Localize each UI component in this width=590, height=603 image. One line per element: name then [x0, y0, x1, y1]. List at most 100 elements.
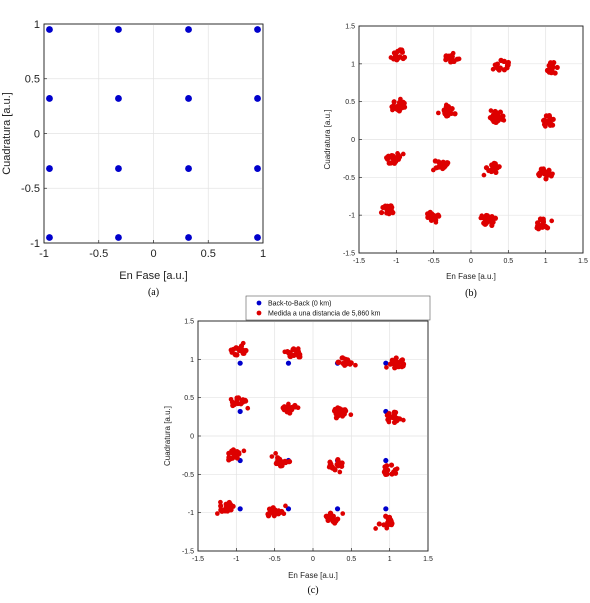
data-point	[341, 411, 347, 417]
tick-label-x: 0	[469, 258, 473, 265]
tick-label-y: -0.5	[182, 472, 194, 479]
data-point	[435, 212, 441, 218]
data-point	[254, 165, 261, 172]
data-point	[536, 172, 542, 179]
data-point	[287, 410, 293, 416]
data-point	[228, 456, 234, 462]
tick-label-x: 0	[311, 556, 315, 563]
data-point	[428, 215, 433, 220]
data-point	[337, 406, 343, 412]
data-point	[272, 507, 278, 513]
plot-frame	[43, 23, 264, 244]
data-point	[269, 454, 275, 459]
tick-label-x: 1.5	[423, 556, 433, 563]
data-point	[400, 151, 406, 157]
data-point	[230, 402, 236, 408]
data-point	[376, 521, 382, 527]
tick-label-x: -0.5	[89, 248, 108, 260]
data-point	[332, 406, 338, 412]
tick-label-y: 1.5	[184, 318, 194, 325]
chart-panel-3: -1.5 -1 -0.5 0 0.5 1 1.5 -1.5 -1 -0.5 0 0.5 1 1.5 En F…	[163, 295, 433, 596]
data-point	[235, 400, 241, 407]
data-point	[383, 467, 389, 473]
data-point	[335, 516, 341, 522]
tick-label-x: 1	[544, 258, 548, 265]
data-point	[327, 459, 333, 465]
chart-panel-1: -1 -0.5 0 0.5 1 -1 -0.5 0 0.5 1 En Fase [a.u.] Cuad…	[1, 19, 266, 298]
data-point	[348, 412, 354, 418]
data-point	[547, 60, 554, 66]
data-point	[490, 66, 496, 72]
data-point	[292, 351, 298, 358]
data-point	[394, 466, 400, 472]
data-point	[241, 448, 247, 454]
data-point	[234, 395, 240, 401]
tick-label-x: 1	[388, 556, 392, 563]
series-1	[46, 26, 261, 241]
data-point	[456, 56, 462, 62]
data-point	[501, 67, 507, 73]
data-point	[398, 96, 403, 102]
data-point	[488, 108, 494, 113]
data-point	[549, 218, 555, 224]
data-point	[46, 95, 53, 102]
data-point	[489, 167, 495, 172]
data-point	[401, 100, 407, 106]
data-point	[481, 172, 487, 178]
data-point	[233, 345, 239, 351]
data-point	[542, 223, 548, 229]
data-point	[234, 455, 240, 461]
data-point	[494, 64, 500, 71]
data-point	[534, 220, 541, 226]
data-point	[483, 165, 490, 171]
data-point	[389, 205, 395, 210]
data-point	[254, 95, 261, 102]
tick-label-x: 0.5	[346, 556, 356, 563]
data-point	[554, 64, 560, 71]
tick-label-y: -0.5	[21, 183, 40, 195]
data-point	[185, 234, 192, 241]
data-point	[228, 507, 234, 513]
data-point	[237, 408, 243, 415]
data-point	[342, 362, 348, 368]
data-point	[436, 110, 441, 116]
x-axis-label: En Fase [a.u.]	[119, 270, 187, 282]
data-point	[548, 121, 554, 127]
data-point	[273, 451, 278, 456]
data-point	[283, 503, 288, 509]
data-point	[228, 396, 234, 402]
data-point	[275, 511, 281, 517]
data-point	[384, 365, 389, 370]
series-1	[378, 47, 560, 232]
data-point	[397, 54, 403, 60]
data-point	[442, 111, 448, 117]
data-point	[495, 112, 501, 118]
tick-label-y: 1.5	[345, 23, 355, 30]
data-point	[395, 151, 400, 156]
tick-label-x: -1.5	[192, 556, 204, 563]
tick-label-x: -1.5	[353, 258, 365, 265]
tick-label-x: 0.5	[201, 248, 216, 260]
data-point	[221, 507, 228, 513]
data-point	[443, 102, 449, 108]
tick-label-x: 0	[150, 248, 156, 260]
data-point	[391, 409, 397, 415]
y-axis-label: Cuadratura [a.u.]	[323, 109, 332, 169]
legend-marker	[256, 300, 262, 306]
data-point	[236, 450, 242, 456]
data-point	[115, 95, 122, 102]
data-point	[295, 346, 301, 351]
data-point	[493, 169, 499, 176]
tick-label-y: -1	[188, 510, 194, 517]
data-point	[297, 354, 303, 360]
data-point	[389, 155, 395, 161]
data-point	[449, 106, 455, 112]
data-point	[446, 54, 452, 60]
data-point	[401, 54, 408, 60]
data-point	[399, 49, 405, 55]
plot-frame	[197, 320, 429, 552]
data-point	[115, 234, 122, 241]
data-point	[386, 419, 392, 425]
data-point	[541, 166, 546, 172]
